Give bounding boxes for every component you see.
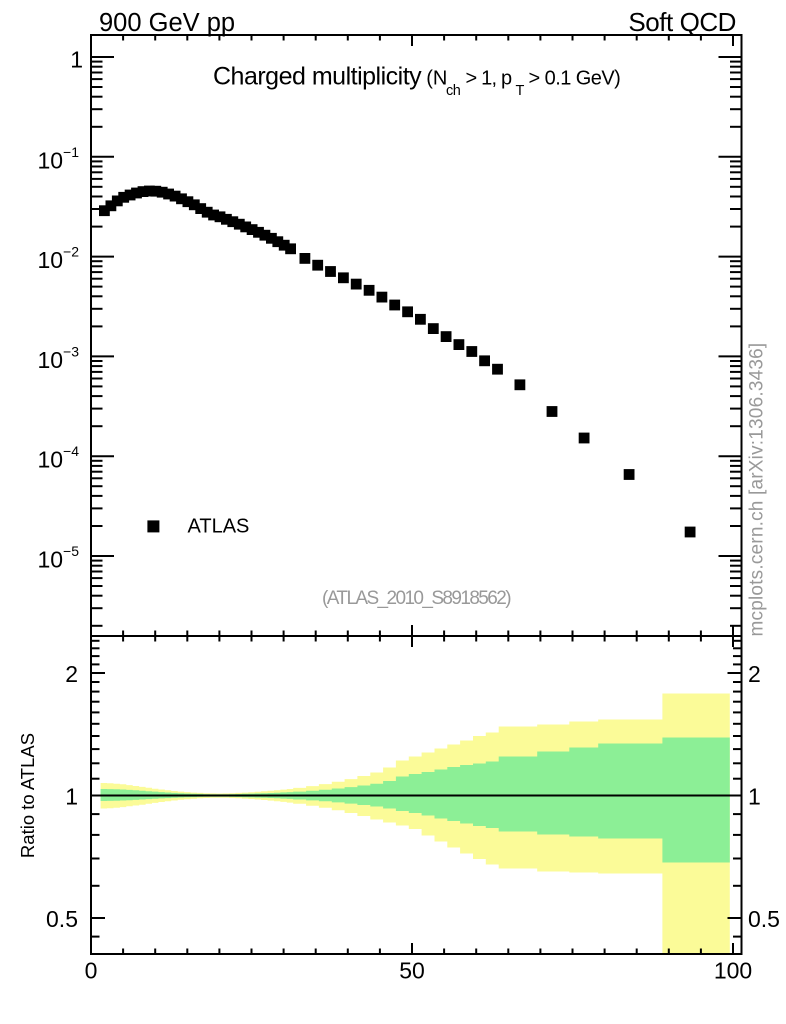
svg-text:10−5: 10−5	[37, 543, 79, 573]
svg-text:> 0.1 GeV): > 0.1 GeV)	[529, 68, 621, 90]
svg-text:Ratio to ATLAS: Ratio to ATLAS	[17, 733, 38, 858]
svg-text:(ATLAS_2010_S8918562): (ATLAS_2010_S8918562)	[322, 588, 511, 609]
svg-text:ch: ch	[446, 83, 461, 99]
svg-text:900 GeV pp: 900 GeV pp	[99, 9, 235, 37]
svg-text:0: 0	[85, 958, 98, 984]
svg-text:1: 1	[748, 784, 761, 810]
svg-text:(N: (N	[426, 68, 447, 90]
svg-text:T: T	[516, 83, 525, 99]
svg-text:ATLAS: ATLAS	[188, 515, 250, 537]
svg-text:1: 1	[70, 47, 83, 73]
svg-text:1: 1	[65, 784, 78, 810]
svg-text:> 1, p: > 1, p	[466, 68, 512, 90]
svg-text:100: 100	[714, 958, 752, 984]
svg-text:2: 2	[65, 661, 78, 687]
svg-text:50: 50	[399, 958, 425, 984]
svg-text:2: 2	[748, 661, 761, 687]
svg-text:Soft QCD: Soft QCD	[628, 7, 736, 37]
svg-text:0.5: 0.5	[748, 906, 780, 932]
svg-text:mcplots.cern.ch [arXiv:1306.34: mcplots.cern.ch [arXiv:1306.3436]	[747, 343, 768, 637]
svg-text:Charged multiplicity: Charged multiplicity	[213, 63, 422, 91]
svg-text:0.5: 0.5	[46, 906, 78, 932]
